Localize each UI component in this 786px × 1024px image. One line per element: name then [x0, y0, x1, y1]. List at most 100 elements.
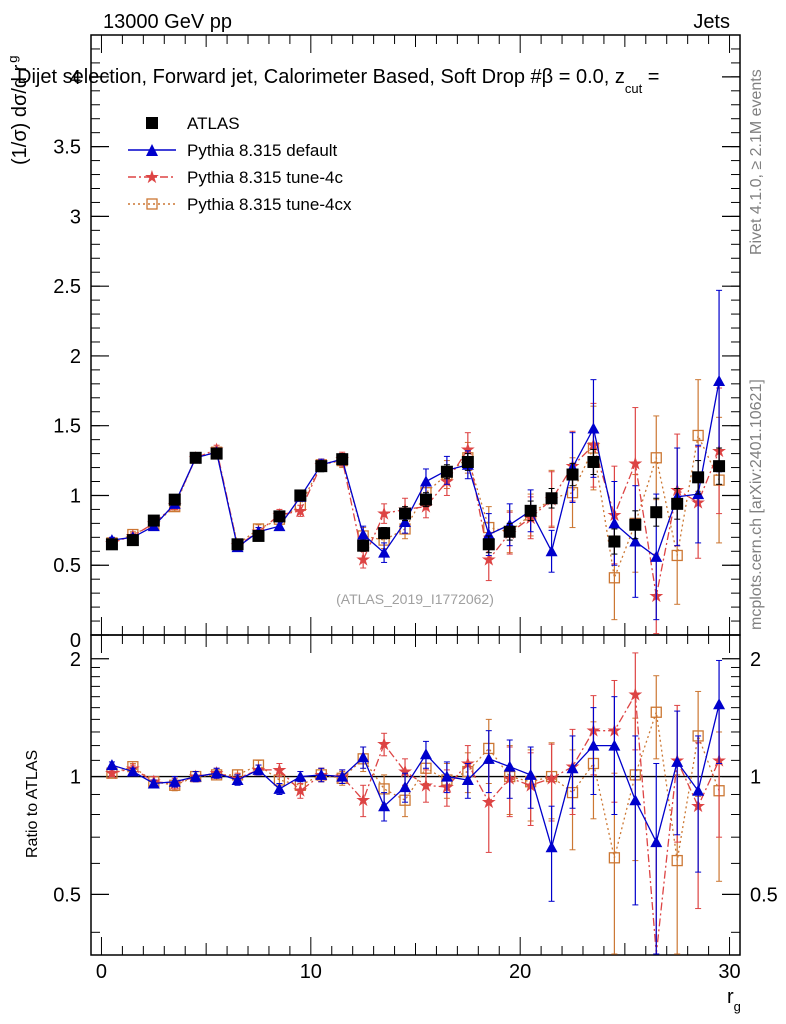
default-marker-ratio-12	[357, 751, 370, 763]
default-marker-ratio-1	[126, 765, 139, 777]
tune4cx-marker-main-27	[671, 549, 683, 562]
atlas-marker-main-1	[126, 534, 139, 547]
default-marker-ratio-10	[315, 768, 328, 780]
tune4cx-marker-ratio-24	[608, 852, 621, 864]
default-marker-ratio-5	[210, 767, 223, 779]
atlas-marker-main-15	[419, 493, 432, 506]
atlas-marker-main-10	[315, 460, 328, 473]
main-ytick-label-2: 1	[70, 485, 81, 507]
legend-label-default: Pythia 8.315 default	[187, 141, 338, 160]
atlas-marker-main-27	[671, 497, 684, 510]
default-marker-ratio-23	[587, 739, 600, 751]
tune4c-marker-main-12: ★	[355, 550, 371, 571]
default-marker-main-18	[482, 528, 495, 540]
legend-label-tune4cx: Pythia 8.315 tune-4cx	[187, 195, 352, 214]
main-ytick-label-5: 2.5	[53, 276, 81, 298]
xtick-label-1: 10	[300, 961, 322, 983]
tune4cx-marker-ratio-27	[671, 854, 683, 867]
ratio-tune4cx-line	[111, 711, 720, 861]
default-marker-ratio-20	[524, 768, 537, 780]
tune4c-marker-main-25: ★	[627, 453, 643, 474]
default-marker-ratio-21	[545, 841, 558, 853]
atlas-marker-main-12	[357, 539, 370, 552]
atlas-marker-main-4	[189, 451, 202, 464]
legend-marker-atlas	[146, 117, 158, 129]
default-marker-ratio-17	[461, 773, 474, 785]
plot-title: Dijet selection, Forward jet, Calorimete…	[17, 66, 659, 96]
main-ytick-label-1: 0.5	[53, 555, 81, 577]
x-tick-labels: 0 10 20 30	[96, 961, 741, 983]
ratio-default-line	[111, 704, 720, 850]
xtick-label-3: 30	[718, 961, 740, 983]
default-marker-ratio-25	[629, 794, 642, 806]
ratio-ytick-label-right-0: 0.5	[750, 884, 778, 906]
main-ylabel-main: (1/σ) dσ/d r	[9, 64, 31, 165]
tune4c-marker-ratio-9: ★	[292, 781, 308, 802]
default-marker-ratio-15	[419, 748, 432, 760]
tune4c-marker-main-13: ★	[376, 504, 392, 525]
tune4cx-marker-ratio-26	[650, 706, 662, 718]
main-axis-ticks: 0 0.5 1 1.5 2 2.5 3 3.5 4	[53, 35, 740, 652]
atlas-marker-main-16	[440, 465, 453, 478]
tune4c-marker-ratio-14: ★	[397, 762, 413, 783]
default-marker-main-8	[273, 520, 286, 532]
default-marker-ratio-13	[378, 800, 391, 812]
default-marker-main-24	[608, 517, 621, 529]
atlas-marker-main-22	[566, 468, 579, 481]
tune4cx-marker-main-28	[692, 429, 704, 442]
legend-label-atlas: ATLAS	[187, 114, 240, 133]
atlas-marker-main-13	[378, 527, 391, 540]
legend: ATLAS Pythia 8.315 default ★ Pythia 8.31…	[128, 114, 352, 214]
default-marker-ratio-26	[650, 836, 663, 848]
atlas-marker-main-24	[608, 535, 621, 548]
default-marker-ratio-29	[713, 698, 726, 710]
main-ytick-label-0: 0	[70, 630, 81, 652]
default-marker-ratio-2	[147, 777, 160, 789]
atlas-marker-main-19	[503, 525, 516, 538]
xlabel-main: r	[727, 986, 734, 1008]
legend-marker-tune4c: ★	[144, 167, 160, 188]
atlas-marker-main-21	[545, 492, 558, 505]
atlas-marker-main-2	[147, 514, 160, 527]
default-marker-ratio-4	[189, 770, 202, 782]
default-marker-ratio-0	[105, 759, 118, 771]
atlas-marker-main-6	[231, 538, 244, 551]
plot-title-sub: cut	[625, 81, 643, 96]
ratio-ytick-label-right-1: 1	[750, 767, 761, 789]
atlas-marker-main-18	[482, 538, 495, 551]
atlas-marker-main-29	[713, 460, 726, 473]
default-marker-main-14	[399, 515, 412, 527]
tune4c-marker-ratio-18: ★	[481, 792, 497, 813]
main-ylabel: (1/σ) dσ/d rg	[5, 56, 31, 166]
plot-title-tail: =	[642, 66, 659, 88]
default-marker-ratio-8	[273, 782, 286, 794]
default-marker-main-29	[713, 375, 726, 387]
main-series-layer: ★★★★★★★★★★★★★★★★★★★★★★★★★★★★★★	[104, 289, 727, 635]
mcplots-label: mcplots.cern.ch [arXiv:2401.10621]	[748, 379, 765, 630]
energy-label: 13000 GeV pp	[103, 11, 232, 33]
default-marker-ratio-11	[336, 770, 349, 782]
main-ylabel-sub: g	[5, 56, 20, 63]
default-marker-ratio-19	[503, 760, 516, 772]
atlas-marker-main-28	[692, 471, 705, 484]
ratio-tune4c-line	[111, 692, 720, 955]
default-marker-main-26	[650, 550, 663, 562]
tune4c-marker-ratio-8: ★	[271, 760, 287, 781]
category-label: Jets	[693, 11, 730, 33]
atlas-marker-main-11	[336, 453, 349, 466]
default-marker-ratio-14	[399, 781, 412, 793]
tune4c-marker-ratio-15: ★	[418, 775, 434, 796]
default-marker-ratio-9	[294, 770, 307, 782]
default-marker-main-12	[357, 528, 370, 540]
ratio-axis-ticks: 0.5 0.5 1 1 2 2	[53, 635, 778, 955]
tune4c-marker-ratio-12: ★	[355, 790, 371, 811]
tune4cx-marker-main-24	[608, 572, 621, 584]
main-ytick-label-4: 2	[70, 346, 81, 368]
atlas-marker-main-7	[252, 529, 265, 542]
ratio-series-layer: ★★★★★★★★★★★★★★★★★★★★★★★★★★★★★	[104, 652, 727, 955]
atlas-marker-main-8	[273, 510, 286, 523]
ratio-ytick-label-left-2: 2	[70, 649, 81, 671]
default-marker-ratio-28	[692, 784, 705, 796]
default-marker-main-13	[378, 546, 391, 558]
